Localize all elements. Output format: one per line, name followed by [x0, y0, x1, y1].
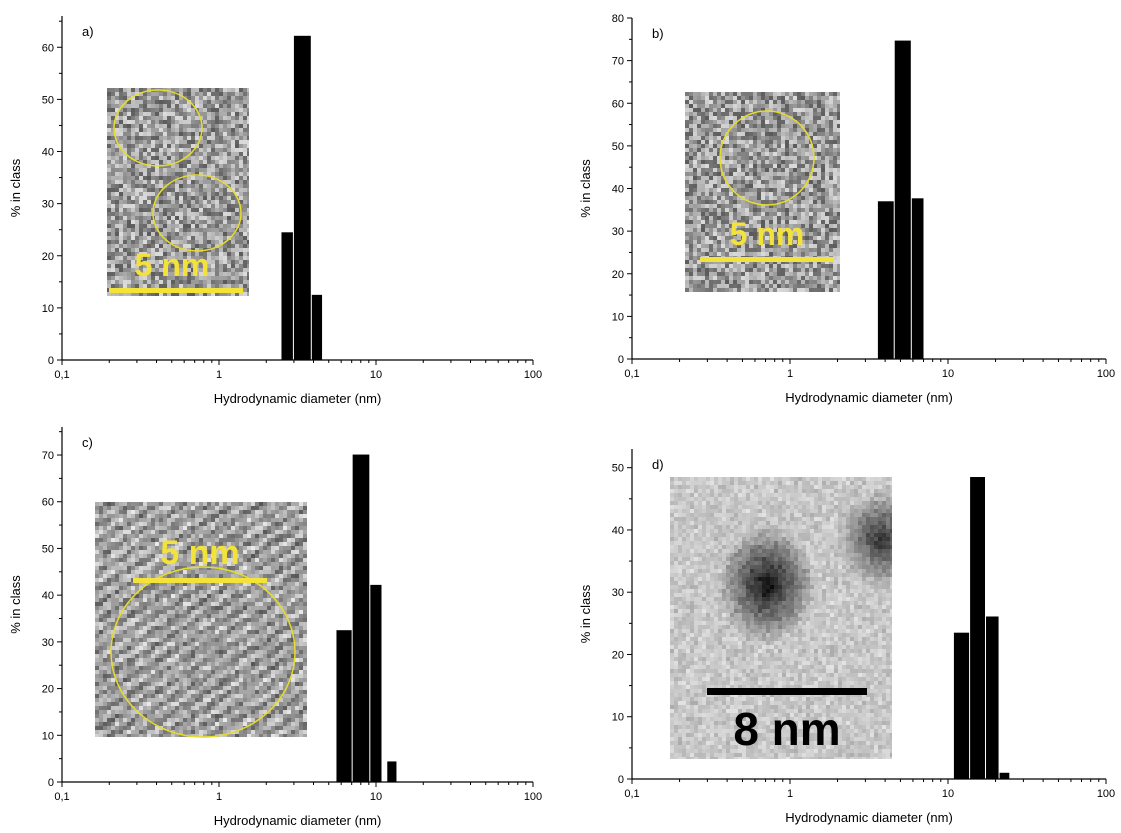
- x-axis-title: Hydrodynamic diameter (nm): [214, 391, 382, 406]
- x-tick-label: 10: [942, 368, 954, 380]
- panel-a: 5 nm 0 10 20 30 40 50 60 0,1 1 10 100 Hydrodynamic d…: [8, 16, 542, 406]
- x-tick-label: 100: [1097, 788, 1115, 800]
- particle-circle: [113, 89, 203, 167]
- y-tick-label: 20: [42, 251, 54, 263]
- y-axis-title: % in class: [578, 159, 593, 218]
- y-tick-label: 20: [42, 684, 54, 696]
- y-tick-label: 0: [618, 354, 624, 366]
- particle-circle: [152, 174, 242, 252]
- histogram-bar: [877, 201, 894, 359]
- scale-bar-label: 8 nm: [733, 703, 840, 755]
- y-tick-label: 0: [48, 777, 54, 789]
- y-tick-label: 30: [612, 226, 624, 238]
- tem-inset: 5 nm: [685, 92, 840, 292]
- x-tick-label: 1: [216, 369, 222, 381]
- y-tick-label: 30: [42, 637, 54, 649]
- histogram-bar: [953, 632, 970, 779]
- scale-bar-label: 5 nm: [730, 216, 805, 252]
- y-tick-label: 10: [42, 730, 54, 742]
- x-tick-label: 0,1: [54, 369, 69, 381]
- y-tick-label: 50: [612, 463, 624, 475]
- x-tick-label: 10: [942, 788, 954, 800]
- x-tick-label: 10: [370, 369, 382, 381]
- x-tick-label: 1: [787, 368, 793, 380]
- histogram-bar: [911, 198, 924, 359]
- y-tick-label: 70: [42, 450, 54, 462]
- y-tick-label: 30: [42, 199, 54, 211]
- particle-circle: [719, 110, 815, 206]
- histogram-bar: [352, 454, 370, 782]
- x-tick-label: 1: [216, 791, 222, 803]
- y-tick-label: 40: [612, 184, 624, 196]
- x-tick-label: 100: [1097, 368, 1115, 380]
- y-axis-title: % in class: [8, 158, 23, 217]
- tem-inset: 5 nm: [107, 88, 249, 296]
- scale-bar-label: 5 nm: [135, 247, 210, 283]
- histogram-bar: [370, 584, 382, 782]
- scale-bar: [133, 578, 267, 583]
- panel-b: 5 nm 0 10 20 30 40 50 60 70 80 0,1 1 10 100 Hydrodynam…: [578, 13, 1115, 405]
- histogram-bar: [311, 294, 323, 360]
- histogram-bar: [999, 772, 1010, 779]
- tem-micrograph: [670, 477, 892, 759]
- scale-bar-label: 5 nm: [160, 534, 239, 572]
- y-tick-label: 10: [612, 311, 624, 323]
- y-tick-label: 40: [42, 147, 54, 159]
- y-tick-label: 0: [48, 355, 54, 367]
- panel-label: b): [652, 26, 664, 41]
- y-tick-label: 10: [612, 712, 624, 724]
- histogram-bar: [387, 761, 397, 782]
- x-tick-label: 0,1: [624, 788, 639, 800]
- histogram-bar: [970, 477, 986, 779]
- x-axis-title: Hydrodynamic diameter (nm): [785, 810, 953, 825]
- y-tick-label: 0: [618, 774, 624, 786]
- panel-label: a): [82, 24, 94, 39]
- y-tick-label: 30: [612, 587, 624, 599]
- y-tick-label: 40: [612, 525, 624, 537]
- panel-c: 5 nm 0 10 20 30 40 50 60 70 0,1 1 10 100 Hydrodynamic…: [8, 427, 542, 828]
- panel-d: 8 nm 0 10 20 30 40 50 0,1 1 10 100 Hydrodynamic dia…: [578, 449, 1115, 825]
- scale-bar: [707, 688, 867, 695]
- y-axis-title: % in class: [8, 575, 23, 634]
- tem-inset: 8 nm: [670, 477, 892, 759]
- y-tick-label: 80: [612, 13, 624, 25]
- scale-bar: [109, 288, 243, 293]
- x-tick-label: 0,1: [624, 368, 639, 380]
- y-tick-label: 60: [42, 497, 54, 509]
- x-tick-label: 100: [524, 791, 542, 803]
- x-tick-label: 10: [370, 791, 382, 803]
- particle-circle: [110, 566, 296, 738]
- y-tick-label: 40: [42, 590, 54, 602]
- x-tick-label: 1: [787, 788, 793, 800]
- y-tick-label: 20: [612, 649, 624, 661]
- y-tick-label: 50: [42, 94, 54, 106]
- y-tick-label: 50: [42, 543, 54, 555]
- tem-inset: 5 nm: [95, 502, 307, 738]
- y-tick-label: 10: [42, 303, 54, 315]
- panel-label: c): [82, 435, 93, 450]
- histogram-bar: [986, 616, 999, 779]
- scale-bar: [700, 257, 834, 262]
- panel-label: d): [652, 457, 664, 472]
- x-tick-label: 0,1: [54, 791, 69, 803]
- histogram-bar: [281, 232, 293, 360]
- y-tick-label: 70: [612, 56, 624, 68]
- y-tick-label: 60: [612, 98, 624, 110]
- x-tick-label: 100: [524, 369, 542, 381]
- y-axis-title: % in class: [578, 584, 593, 643]
- y-tick-label: 60: [42, 42, 54, 54]
- x-axis-title: Hydrodynamic diameter (nm): [214, 813, 382, 828]
- x-axis-title: Hydrodynamic diameter (nm): [785, 390, 953, 405]
- histogram-bar: [336, 630, 352, 782]
- y-tick-label: 50: [612, 141, 624, 153]
- y-tick-label: 20: [612, 269, 624, 281]
- tem-micrograph: [107, 88, 249, 296]
- histogram-bar: [894, 40, 911, 360]
- histogram-bar: [293, 35, 311, 360]
